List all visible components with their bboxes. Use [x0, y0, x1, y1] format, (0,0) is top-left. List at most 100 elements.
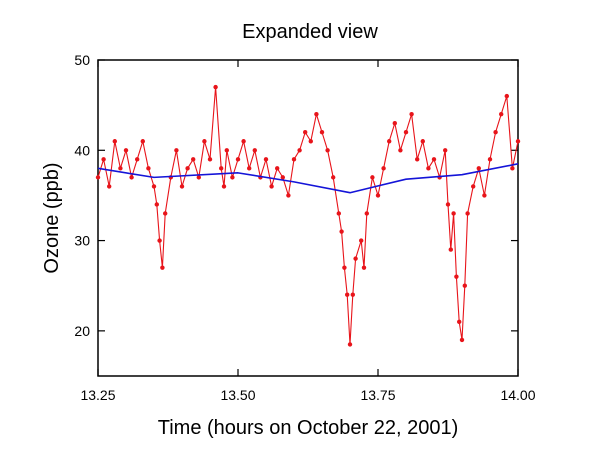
ozone-data-point	[451, 211, 456, 216]
ozone-data-point	[286, 193, 291, 198]
ozone-data-point	[247, 166, 252, 171]
ozone-data-point	[504, 93, 509, 99]
ozone-data-point	[515, 139, 521, 144]
ozone-data-point	[420, 139, 425, 144]
ozone-data-point	[353, 256, 358, 261]
chart-title: Expanded view	[242, 21, 378, 43]
ozone-data-point	[471, 184, 476, 189]
ozone-data-point	[163, 211, 168, 216]
ozone-data-point	[213, 84, 218, 90]
ozone-data-point	[331, 175, 336, 180]
ozone-data-point	[235, 157, 241, 162]
ozone-data-point	[207, 157, 213, 162]
x-tick-label: 13.50	[220, 387, 255, 403]
ozone-data-point	[462, 283, 467, 288]
ozone-data-point	[409, 111, 414, 117]
ozone-data-point	[280, 175, 285, 180]
ozone-data-point	[252, 148, 257, 153]
ozone-data-point	[196, 175, 201, 180]
ozone-data-point	[219, 166, 224, 171]
ozone-data-point	[269, 184, 274, 189]
x-tick-label: 14.00	[500, 387, 535, 403]
ozone-data-point	[112, 139, 118, 144]
ozone-data-point	[342, 265, 347, 270]
ozone-data-point	[221, 184, 227, 189]
y-tick-label: 50	[74, 52, 90, 68]
ozone-data-point	[118, 166, 123, 171]
ozone-data-point	[191, 157, 196, 162]
ozone-data-point	[319, 130, 325, 135]
ozone-data-point	[482, 193, 487, 198]
ozone-data-point	[359, 238, 364, 243]
ozone-data-point	[308, 139, 313, 144]
ozone-data-point	[499, 111, 504, 117]
ozone-data-point	[303, 130, 308, 135]
series-layer	[95, 84, 521, 347]
ozone-data-point	[174, 148, 179, 153]
ozone-data-point	[140, 139, 145, 144]
x-tick-label: 13.75	[360, 387, 395, 403]
x-axis-label: Time (hours on October 22, 2001)	[158, 417, 459, 439]
ozone-data-point	[392, 121, 397, 126]
ozone-data-point	[445, 202, 451, 207]
ozone-data-point	[230, 175, 235, 180]
ozone-data-point	[241, 139, 246, 144]
ozone-data-point	[154, 202, 159, 207]
ozone-data-point	[387, 139, 392, 144]
y-ticks: 20 30 40 50	[74, 52, 518, 339]
ozone-data-point	[101, 157, 106, 162]
ozone-data-point	[465, 211, 470, 216]
ozone-data-point	[291, 157, 297, 162]
ozone-data-point	[375, 193, 381, 198]
ozone-data-point	[123, 148, 129, 153]
ozone-data-point	[403, 130, 409, 135]
y-tick-label: 30	[74, 233, 90, 249]
ozone-data-point	[426, 166, 431, 171]
ozone-data-point	[339, 229, 344, 234]
ozone-data-point	[325, 148, 330, 153]
ozone-data-point	[381, 166, 386, 171]
baseline-series-line	[97, 163, 519, 194]
ozone-data-point	[398, 148, 403, 153]
ozone-data-point	[179, 184, 185, 189]
ozone-data-point	[370, 175, 375, 180]
ozone-data-point	[415, 157, 420, 162]
ozone-data-point	[160, 265, 165, 270]
plot-frame	[97, 59, 519, 377]
ozone-data-point	[129, 175, 134, 180]
y-axis-label: Ozone (ppb)	[41, 162, 63, 273]
ozone-data-point	[185, 166, 190, 171]
ozone-data-point	[297, 148, 302, 153]
y-tick-label: 40	[74, 142, 90, 158]
ozone-data-point	[457, 319, 462, 325]
ozone-data-point	[157, 238, 162, 243]
ozone-data-point	[454, 274, 459, 279]
x-ticks: 13.25 13.50 13.75 14.00	[80, 60, 536, 403]
ozone-data-point	[107, 184, 112, 189]
ozone-data-point	[448, 247, 453, 252]
ozone-data-point	[314, 111, 319, 117]
ozone-data-point	[345, 292, 350, 297]
ozone-data-point	[336, 211, 341, 216]
ozone-data-point	[364, 211, 369, 216]
ozone-data-point	[202, 139, 207, 144]
ozone-data-point	[275, 166, 280, 171]
y-tick-label: 20	[74, 323, 90, 339]
ozone-data-point	[263, 157, 269, 162]
ozone-data-point	[443, 148, 448, 153]
ozone-series-line	[97, 86, 519, 345]
ozone-data-point	[510, 166, 515, 171]
ozone-data-point	[350, 292, 355, 297]
ozone-data-point	[135, 157, 140, 162]
ozone-data-point	[151, 184, 157, 189]
ozone-data-point	[476, 166, 481, 171]
ozone-data-point	[224, 148, 229, 153]
ozone-data-point	[493, 130, 498, 135]
x-tick-label: 13.25	[80, 387, 115, 403]
ozone-data-point	[431, 157, 437, 162]
ozone-data-point	[95, 175, 101, 180]
ozone-data-point	[459, 337, 465, 343]
ozone-data-point	[347, 342, 353, 347]
